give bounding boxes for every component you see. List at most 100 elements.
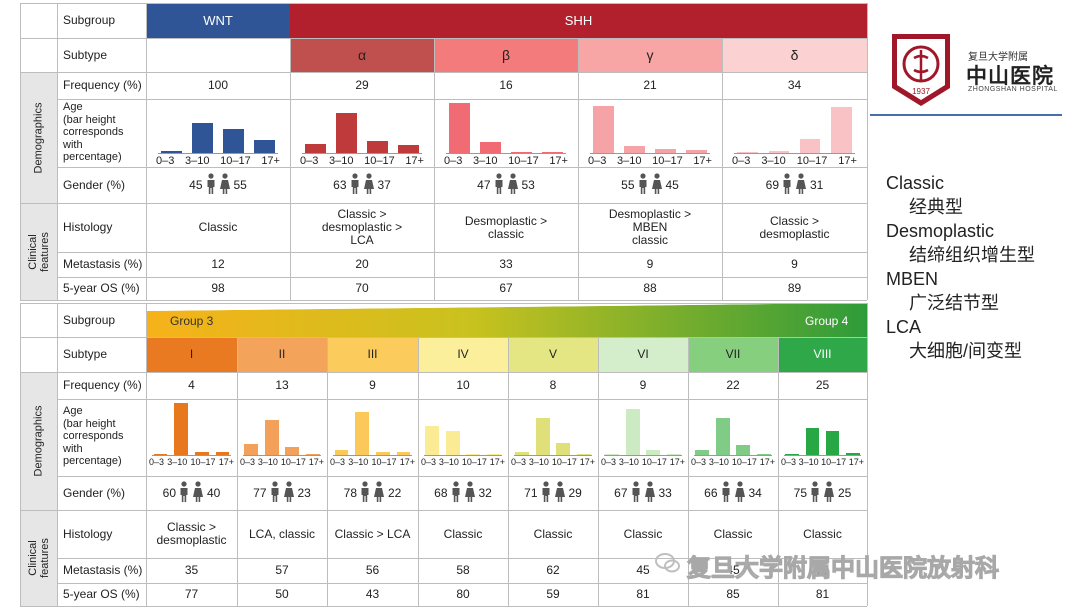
- bottom-col-3-histology: Classic: [443, 526, 483, 541]
- top-col-2-os: 67: [499, 281, 513, 295]
- top-col-4-frequency: 34: [787, 78, 802, 92]
- bottom-col-5-os: 81: [636, 587, 650, 601]
- male-icon: [638, 172, 648, 198]
- top-col-3-female-pct: 45: [665, 178, 679, 192]
- bottom-vline-8: [688, 337, 689, 606]
- logo-underline: [870, 114, 1062, 116]
- top-col-4-metastasis: 9: [791, 257, 798, 271]
- bottom-subtype-0: I: [146, 337, 237, 372]
- top-col-1-frequency: 29: [355, 78, 369, 92]
- bottom-col-6-os: 85: [726, 587, 740, 601]
- top-col-4-tick-3: 17+: [838, 155, 857, 167]
- bottom-col-4-tick-labels: 0–3 3–10 10–17 17+: [511, 457, 595, 467]
- top-col-3-bar-3: [686, 149, 707, 153]
- top-row-label-subgroup: Subgroup: [63, 13, 116, 27]
- bottom-col-7-tick-0: 0–3: [781, 457, 797, 467]
- top-vline-0: [20, 3, 21, 300]
- bottom-demographics-section: [20, 372, 57, 510]
- male-icon: [782, 172, 792, 198]
- bottom-hline-0: [20, 303, 867, 304]
- bottom-col-2-tick-1: 3–10: [348, 457, 369, 467]
- top-hline-1: [20, 38, 867, 39]
- bottom-vline-7: [598, 337, 599, 606]
- top-col-4-bar-3: [831, 107, 852, 153]
- male-icon: [631, 480, 641, 506]
- bottom-col-0-histology: Classic > desmoplastic: [156, 520, 227, 547]
- bottom-col-4-tick-0: 0–3: [511, 457, 527, 467]
- bottom-col-0-tick-2: 10–17: [190, 457, 216, 467]
- top-col-3-baseline: [590, 153, 710, 154]
- logo-org-small: 复旦大学附属: [968, 52, 1028, 63]
- bottom-col-0-bar-1: [174, 403, 188, 455]
- bottom-col-3-os: 80: [456, 587, 470, 601]
- top-col-1-bar-1: [336, 113, 357, 153]
- male-icon: [360, 480, 370, 506]
- top-row-label-os: 5-year OS (%): [63, 281, 140, 295]
- logo-org-name: 中山医院: [966, 65, 1054, 88]
- top-vline-7: [867, 3, 868, 300]
- top-col-0-histology: Classic: [198, 220, 238, 234]
- bottom-col-3-tick-0: 0–3: [421, 457, 437, 467]
- bottom-col-6-baseline: [694, 455, 772, 456]
- male-icon: [810, 480, 820, 506]
- bottom-col-6-bar-3: [756, 453, 771, 455]
- bottom-col-5-bar-2: [646, 449, 660, 455]
- group4-label: Group 4: [805, 314, 849, 328]
- bottom-col-0-male-pct: 60: [162, 486, 176, 500]
- top-col-4-histology: Classic > desmoplastic: [759, 213, 830, 241]
- bottom-col-2-metastasis: 56: [365, 563, 380, 577]
- bottom-subtype-6: VII: [688, 337, 778, 372]
- bottom-col-4-frequency: 8: [549, 378, 557, 392]
- bottom-col-1-bar-3: [305, 453, 320, 455]
- bottom-clinical-label: Clinical features: [26, 538, 51, 578]
- top-col-4-gender: 69 31: [722, 172, 867, 198]
- male-icon: [721, 480, 731, 506]
- bottom-col-7-baseline: [784, 455, 861, 456]
- male-icon: [206, 172, 216, 198]
- bottom-col-5-metastasis: 45: [636, 563, 650, 577]
- bottom-subtype-4: V: [508, 337, 598, 372]
- bottom-col-4-bar-3: [576, 453, 591, 455]
- bottom-col-4-tick-1: 3–10: [528, 457, 549, 467]
- top-col-4-tick-0: 0–3: [732, 155, 751, 167]
- top-col-0-tick-0: 0–3: [156, 155, 175, 167]
- bottom-col-4-female-pct: 29: [568, 486, 582, 500]
- bottom-col-3-tick-labels: 0–3 3–10 10–17 17+: [421, 457, 505, 467]
- bottom-col-4-male-pct: 71: [524, 486, 538, 500]
- top-col-2-metastasis: 33: [499, 257, 513, 271]
- top-vline-2: [146, 3, 147, 300]
- legend-cn-1: 结缔组织增生型: [909, 245, 1035, 265]
- legend-cn-0: 经典型: [909, 197, 963, 217]
- top-col-3-bar-2: [655, 148, 676, 153]
- bottom-subtype-7: VIII: [778, 337, 867, 372]
- bottom-clinical-section: [20, 510, 57, 606]
- bottom-col-2-gender: 78 22: [327, 480, 418, 506]
- top-col-2-bar-1: [480, 142, 501, 153]
- top-col-2-bar-0: [449, 103, 470, 153]
- top-col-4-tick-1: 3–10: [761, 155, 786, 167]
- top-col-2-female-pct: 53: [521, 178, 535, 192]
- top-col-0-tick-2: 10–17: [220, 155, 251, 167]
- bottom-vline-1: [57, 303, 58, 606]
- top-col-0-gender: 45 55: [146, 172, 290, 198]
- bottom-col-2-tick-0: 0–3: [330, 457, 346, 467]
- bottom-col-6-tick-2: 10–17: [731, 457, 757, 467]
- top-col-4-bar-0: [737, 151, 758, 153]
- top-col-2-frequency: 16: [499, 78, 513, 92]
- bottom-col-0-female-pct: 40: [207, 486, 221, 500]
- bottom-col-6-metastasis: 45: [726, 563, 740, 577]
- bottom-col-7-tick-1: 3–10: [798, 457, 819, 467]
- female-icon: [373, 480, 385, 506]
- bottom-col-7-bar-1: [805, 427, 820, 455]
- top-hline-8: [20, 300, 867, 301]
- top-col-3-frequency: 21: [643, 78, 657, 92]
- bottom-col-2-male-pct: 78: [343, 486, 357, 500]
- bottom-vline-4: [327, 337, 328, 606]
- top-col-1-bar-2: [367, 141, 388, 153]
- bottom-col-7-histology: Classic: [803, 526, 842, 541]
- bottom-col-0-tick-1: 3–10: [167, 457, 188, 467]
- bottom-col-6-bar-0: [695, 449, 709, 455]
- bottom-col-1-bar-0: [244, 443, 258, 455]
- top-col-3-os: 88: [643, 281, 657, 295]
- top-vline-6: [722, 38, 723, 300]
